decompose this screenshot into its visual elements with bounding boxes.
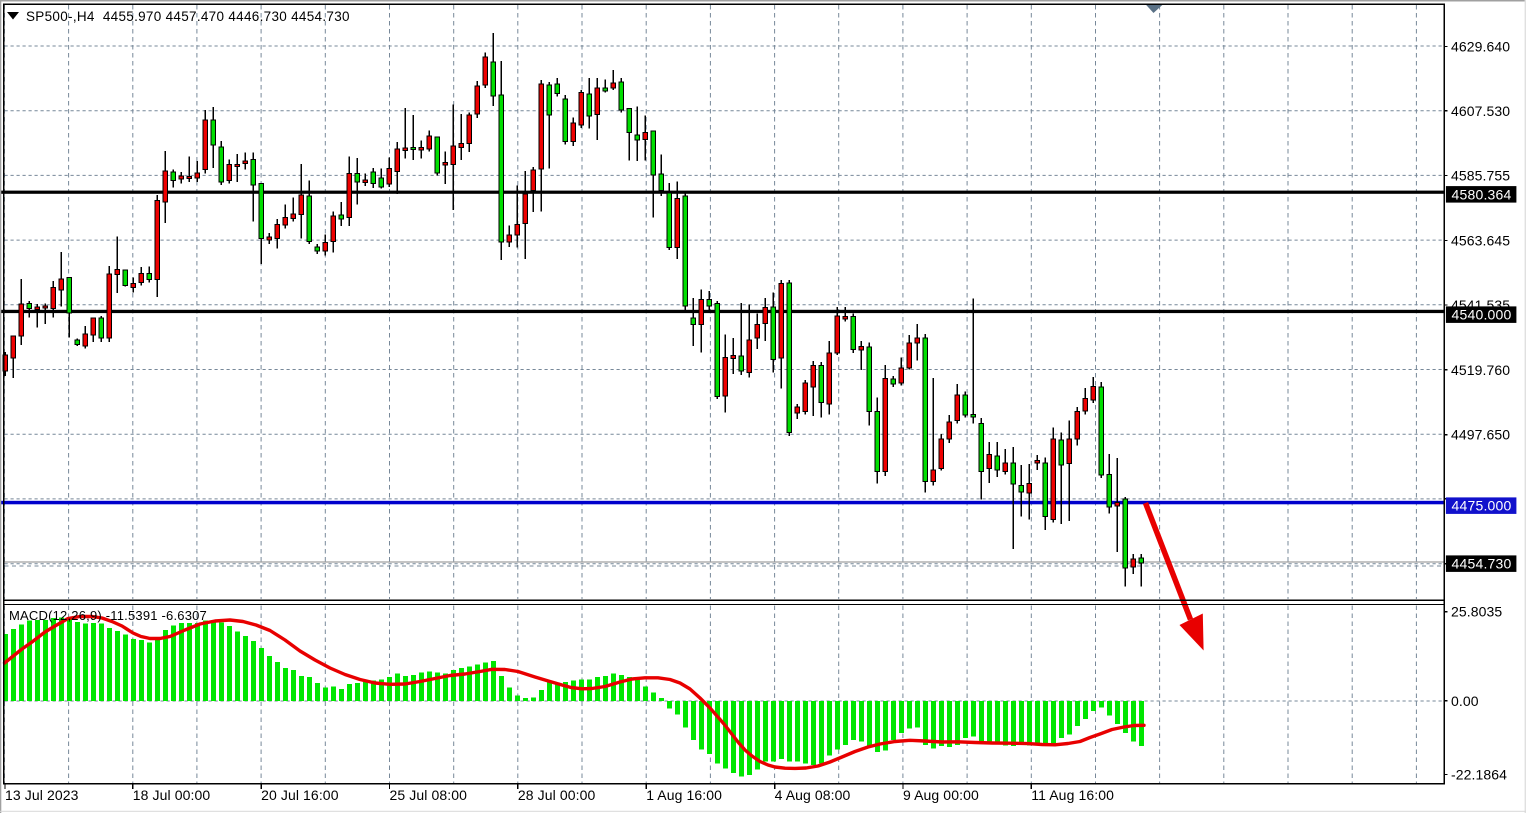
svg-text:4 Aug 08:00: 4 Aug 08:00	[775, 787, 851, 803]
svg-text:4454.730: 4454.730	[1452, 556, 1512, 572]
svg-text:4563.645: 4563.645	[1451, 233, 1510, 249]
svg-text:4497.650: 4497.650	[1451, 427, 1510, 443]
svg-text:4475.000: 4475.000	[1452, 498, 1512, 514]
svg-text:28 Jul 00:00: 28 Jul 00:00	[518, 787, 596, 803]
svg-text:4629.640: 4629.640	[1451, 39, 1510, 55]
svg-text:9 Aug 00:00: 9 Aug 00:00	[903, 787, 979, 803]
svg-text:13 Jul 2023: 13 Jul 2023	[5, 787, 79, 803]
svg-text:11 Aug 16:00: 11 Aug 16:00	[1031, 787, 1114, 803]
svg-text:MACD(12,26,9) -11.5391 -6.6307: MACD(12,26,9) -11.5391 -6.6307	[9, 608, 207, 623]
svg-text:25 Jul 08:00: 25 Jul 08:00	[390, 787, 468, 803]
svg-text:25.8035: 25.8035	[1451, 604, 1502, 620]
svg-text:1 Aug 16:00: 1 Aug 16:00	[646, 787, 722, 803]
svg-text:4607.530: 4607.530	[1451, 103, 1510, 119]
svg-text:18 Jul 00:00: 18 Jul 00:00	[133, 787, 211, 803]
svg-text:SP500-,H4 4455.970 4457.470 4: SP500-,H4 4455.970 4457.470 4446.730 445…	[26, 9, 350, 24]
svg-text:4585.755: 4585.755	[1451, 168, 1510, 184]
svg-text:0.00: 0.00	[1451, 693, 1479, 709]
svg-text:4580.364: 4580.364	[1452, 186, 1512, 202]
svg-text:4540.000: 4540.000	[1452, 307, 1512, 323]
svg-text:4519.760: 4519.760	[1451, 362, 1510, 378]
svg-text:20 Jul 16:00: 20 Jul 16:00	[261, 787, 339, 803]
svg-text:-22.1864: -22.1864	[1451, 767, 1507, 783]
